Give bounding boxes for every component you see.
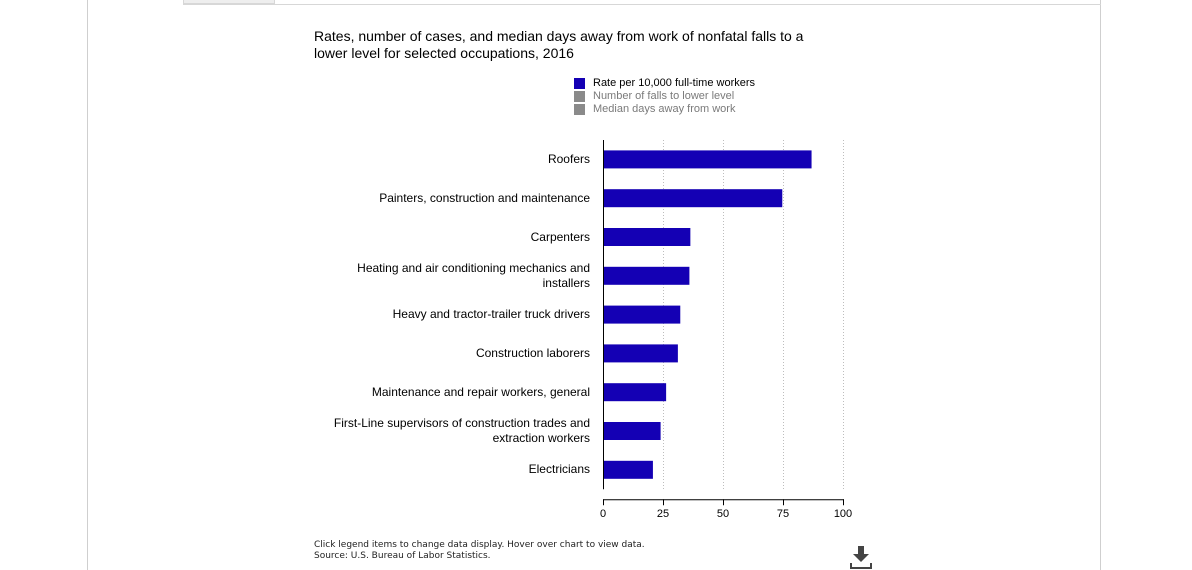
legend-swatch-median — [574, 104, 585, 115]
bar-8[interactable] — [604, 460, 653, 479]
legend-item-rate[interactable]: Rate per 10,000 full-time workers — [574, 77, 755, 90]
category-label-line: Painters, construction and maintenance — [379, 190, 590, 205]
frame-top-border — [183, 4, 1101, 5]
chart-frame — [87, 0, 1101, 570]
category-label-line: First-Line supervisors of construction t… — [333, 416, 590, 430]
bar-6[interactable] — [604, 383, 667, 402]
x-tick-label-100: 100 — [833, 508, 853, 521]
x-tick-label-25: 25 — [656, 508, 670, 521]
x-tick-label-50: 50 — [716, 508, 730, 521]
category-label-line: Electricians — [528, 462, 590, 477]
legend: Rate per 10,000 full-time workers Number… — [574, 77, 755, 116]
category-label-line: extraction workers — [492, 431, 590, 445]
legend-item-median[interactable]: Median days away from work — [574, 103, 755, 116]
legend-swatch-rate — [574, 78, 585, 89]
chart-footer: Click legend items to change data displa… — [314, 540, 645, 562]
category-label-6: Maintenance and repair workers, general — [310, 385, 590, 400]
legend-label-median: Median days away from work — [593, 103, 736, 115]
bar-3[interactable] — [604, 266, 690, 285]
chart-title: Rates, number of cases, and median days … — [314, 28, 804, 61]
footer-hint: Click legend items to change data displa… — [314, 540, 645, 550]
category-label-line: Heavy and tractor-trailer truck drivers — [392, 307, 590, 322]
bar-5[interactable] — [604, 344, 678, 363]
category-label-2: Carpenters — [310, 230, 590, 245]
legend-label-number: Number of falls to lower level — [593, 90, 735, 102]
category-label-line: installers — [542, 275, 590, 290]
category-label-5: Construction laborers — [310, 346, 590, 361]
bar-7[interactable] — [604, 422, 661, 440]
category-label-line: Maintenance and repair workers, general — [371, 384, 590, 399]
legend-swatch-number — [574, 91, 585, 102]
category-label-7: First-Line supervisors of construction t… — [310, 416, 590, 446]
bar-1[interactable] — [604, 189, 783, 208]
download-icon[interactable] — [849, 545, 873, 569]
category-label-1: Painters, construction and maintenance — [310, 191, 590, 206]
category-label-0: Roofers — [310, 152, 590, 167]
legend-item-number[interactable]: Number of falls to lower level — [574, 90, 755, 103]
category-label-line: Roofers — [547, 151, 590, 166]
category-label-line: Heating and air conditioning mechanics a… — [357, 260, 590, 275]
footer-source: Source: U.S. Bureau of Labor Statistics. — [314, 551, 491, 561]
bar-2[interactable] — [604, 228, 691, 246]
x-tick-label-75: 75 — [776, 508, 790, 521]
category-label-line: Carpenters — [530, 229, 590, 244]
tab-stub[interactable] — [183, 0, 275, 4]
category-label-4: Heavy and tractor-trailer truck drivers — [310, 307, 590, 322]
bar-4[interactable] — [604, 305, 681, 324]
bar-0[interactable] — [604, 150, 812, 169]
x-tick-label-0: 0 — [599, 508, 607, 521]
legend-label-rate: Rate per 10,000 full-time workers — [593, 77, 756, 89]
category-label-3: Heating and air conditioning mechanics a… — [310, 261, 590, 291]
category-label-8: Electricians — [310, 462, 590, 477]
category-label-line: Construction laborers — [475, 345, 590, 360]
